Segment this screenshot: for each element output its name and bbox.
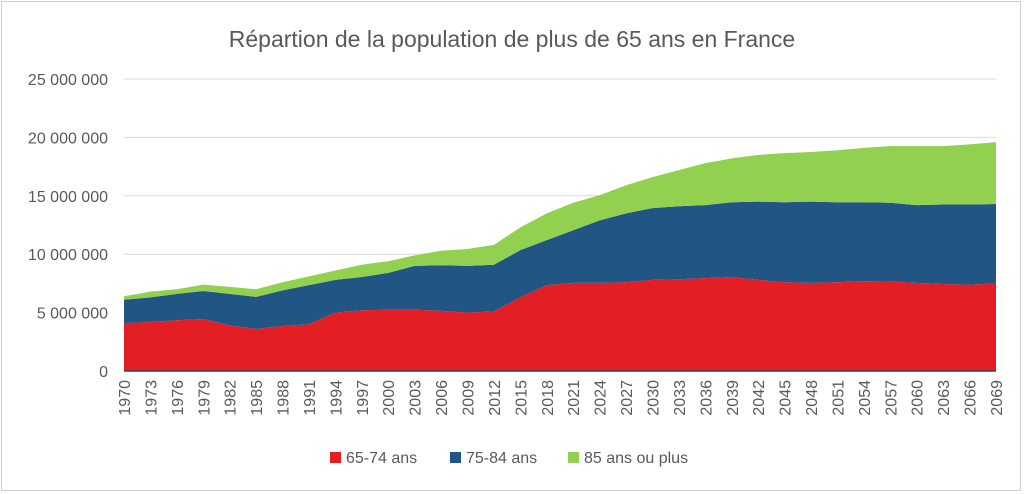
legend-label: 85 ans ou plus	[584, 450, 688, 467]
x-tick-label: 2069	[989, 380, 1006, 416]
x-tick-label: 1994	[328, 380, 345, 416]
x-tick-label: 2015	[513, 380, 530, 416]
x-tick-label: 1997	[355, 380, 372, 416]
y-axis-ticks: 0 5 000 000 10 000 000 15 000 000 20 000 000…	[28, 72, 108, 381]
x-tick-label: 2021	[566, 380, 583, 416]
legend-label: 75-84 ans	[466, 450, 537, 467]
x-tick-label: 1973	[143, 380, 160, 416]
x-tick-label: 2039	[725, 380, 742, 416]
x-tick-label: 2063	[936, 380, 953, 416]
x-tick-label: 2009	[461, 380, 478, 416]
area-series-2	[124, 201, 996, 329]
x-tick-label: 2048	[804, 380, 821, 416]
chart-title: Répartion de la population de plus de 65…	[229, 26, 795, 52]
area-series-1	[124, 276, 996, 371]
x-tick-label: 1988	[276, 380, 293, 416]
x-tick-label: 1976	[170, 380, 187, 416]
y-tick-label: 5 000 000	[37, 306, 108, 323]
x-tick-label: 1970	[117, 380, 134, 416]
areas	[124, 142, 996, 372]
area-series-3	[124, 142, 996, 300]
x-tick-label: 2054	[857, 380, 874, 416]
x-tick-label: 2057	[883, 380, 900, 416]
x-tick-label: 2042	[751, 380, 768, 416]
x-tick-label: 2030	[645, 380, 662, 416]
legend-swatch	[568, 452, 579, 463]
legend-label: 65-74 ans	[346, 450, 417, 467]
x-tick-label: 2012	[487, 380, 504, 416]
x-tick-label: 2006	[434, 380, 451, 416]
x-tick-label: 2036	[698, 380, 715, 416]
x-tick-label: 2024	[593, 380, 610, 416]
y-tick-label: 25 000 000	[28, 72, 108, 89]
x-tick-label: 1991	[302, 380, 319, 416]
y-tick-label: 10 000 000	[28, 247, 108, 264]
legend-swatch	[450, 452, 461, 463]
legend-swatch	[330, 452, 341, 463]
legend: 65-74 ans 75-84 ans 85 ans ou plus	[330, 450, 688, 467]
x-tick-label: 1985	[249, 380, 266, 416]
x-tick-label: 2051	[830, 380, 847, 416]
x-tick-label: 2000	[381, 380, 398, 416]
x-tick-label: 2003	[408, 380, 425, 416]
y-tick-label: 20 000 000	[28, 130, 108, 147]
x-tick-label: 2066	[963, 380, 980, 416]
x-tick-label: 2018	[540, 380, 557, 416]
x-tick-label: 2027	[619, 380, 636, 416]
x-tick-label: 2060	[910, 380, 927, 416]
y-tick-label: 15 000 000	[28, 189, 108, 206]
x-tick-label: 2045	[778, 380, 795, 416]
x-tick-label: 2033	[672, 380, 689, 416]
x-tick-label: 1982	[223, 380, 240, 416]
x-axis-ticks: 1970 1973 1976 1979 1982 1985 1988 1991 1994 1997…	[117, 380, 1006, 416]
x-tick-label: 1979	[196, 380, 213, 416]
y-tick-label: 0	[99, 364, 108, 381]
